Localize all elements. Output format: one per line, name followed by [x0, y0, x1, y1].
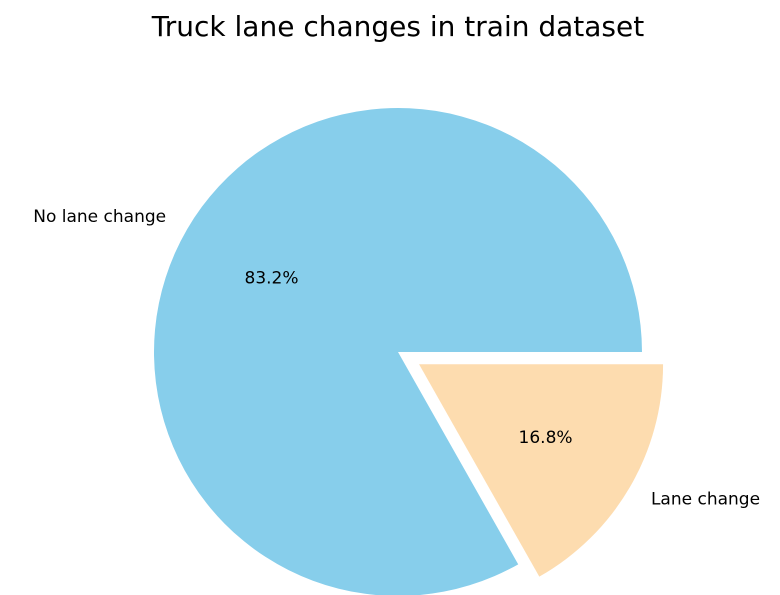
value-label: 83.2% — [245, 268, 299, 288]
value-label: 16.8% — [519, 428, 573, 448]
chart-title: Truck lane changes in train dataset — [151, 10, 644, 43]
slice-label: No lane change — [33, 207, 166, 227]
pie-slice — [419, 364, 664, 577]
slice-label: Lane change — [651, 489, 760, 509]
pie-slice — [154, 108, 642, 595]
